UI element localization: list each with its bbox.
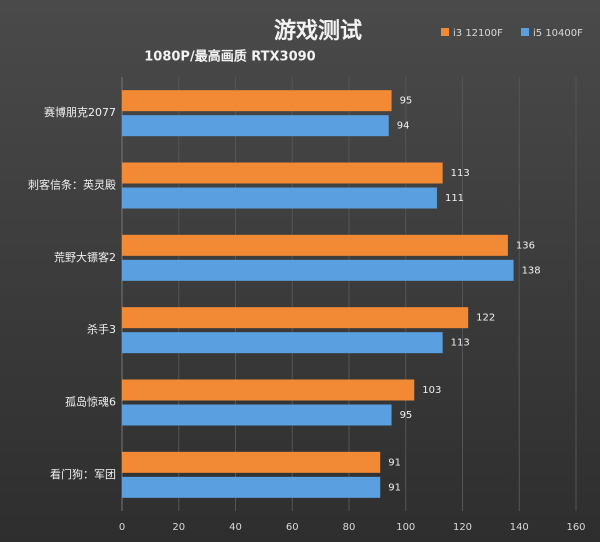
bar: [122, 90, 392, 112]
x-tick-label: 60: [286, 522, 299, 533]
x-tick-label: 160: [566, 522, 585, 533]
x-tick-label: 120: [453, 522, 472, 533]
y-tick-label: 荒野大镖客2: [54, 250, 116, 264]
value-label: 94: [397, 121, 410, 132]
value-label: 138: [522, 265, 541, 276]
bar: [122, 404, 392, 426]
value-label: 91: [388, 457, 401, 468]
bar: [122, 162, 443, 184]
x-tick-label: 80: [343, 522, 356, 533]
bar: [122, 307, 469, 329]
value-label: 91: [388, 482, 401, 493]
value-label: 111: [445, 193, 464, 204]
y-tick-label: 赛博朋克2077: [44, 105, 116, 119]
legend-label: i5 10400F: [533, 28, 583, 39]
bar: [122, 187, 437, 209]
value-label: 95: [400, 96, 413, 107]
x-tick-label: 100: [396, 522, 415, 533]
y-tick-label: 孤岛惊魂6: [65, 395, 116, 409]
x-tick-label: 20: [172, 522, 185, 533]
value-label: 122: [476, 313, 495, 324]
chart-title: 游戏测试: [274, 18, 362, 44]
x-tick-label: 0: [119, 522, 125, 533]
value-label: 95: [400, 410, 413, 421]
bar: [122, 451, 381, 473]
bar: [122, 234, 508, 256]
chart-subtitle: 1080P/最高画质 RTX3090: [144, 49, 315, 65]
bar: [122, 259, 514, 281]
value-label: 113: [451, 168, 470, 179]
legend-swatch: [441, 28, 449, 36]
x-tick-label: 140: [510, 522, 529, 533]
legend-label: i3 12100F: [453, 28, 503, 39]
y-tick-label: 刺客信条：英灵殿: [28, 178, 116, 192]
value-label: 136: [516, 240, 535, 251]
value-label: 103: [422, 385, 441, 396]
bar: [122, 115, 389, 137]
legend-swatch: [521, 28, 529, 36]
bar: [122, 379, 415, 401]
y-tick-label: 杀手3: [87, 322, 116, 336]
value-label: 113: [451, 338, 470, 349]
bar: [122, 476, 381, 498]
x-tick-label: 40: [229, 522, 242, 533]
bar: [122, 332, 443, 354]
y-tick-label: 看门狗：军团: [50, 467, 116, 481]
